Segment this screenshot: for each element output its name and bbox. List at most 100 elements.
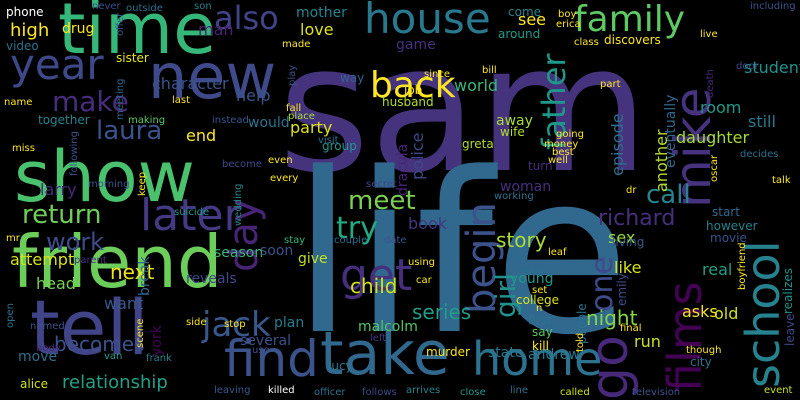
word-cloud-word: morning <box>88 179 130 190</box>
word-cloud-word: well <box>548 155 568 166</box>
word-cloud-word: decides <box>740 149 779 160</box>
word-cloud-word: instead <box>212 115 249 126</box>
word-cloud-word: television <box>632 387 681 398</box>
word-cloud-word: later <box>140 190 242 241</box>
word-cloud-word: alice <box>20 377 49 391</box>
word-cloud-word: away <box>496 113 533 129</box>
word-cloud-word: see <box>518 10 547 29</box>
word-cloud-word: police <box>408 132 427 180</box>
word-cloud-word: money <box>544 139 579 150</box>
word-cloud-word: room <box>700 98 742 117</box>
word-cloud-word: wedding <box>233 183 244 227</box>
word-cloud-word: life <box>292 126 631 384</box>
word-cloud-word: name <box>4 97 33 108</box>
word-cloud-word: couple <box>334 235 368 246</box>
word-cloud-word: stay <box>284 235 306 246</box>
word-cloud-word: young <box>510 271 554 287</box>
word-cloud-word: help <box>236 86 271 105</box>
word-cloud-word: several <box>240 333 292 349</box>
word-cloud-word: want <box>104 294 144 313</box>
word-cloud-word: run <box>634 332 661 351</box>
word-cloud-word: together <box>38 113 90 127</box>
word-cloud-word: outside <box>126 3 163 14</box>
word-cloud-word: high <box>10 20 50 41</box>
word-cloud-word: job <box>404 83 423 97</box>
word-cloud-word: make <box>52 85 129 118</box>
word-cloud-word: series <box>412 300 472 324</box>
word-cloud-word: set <box>532 285 548 296</box>
word-cloud-word: richard <box>598 206 676 231</box>
word-cloud-word: sister <box>116 51 149 65</box>
word-cloud-word: realizes <box>781 267 795 314</box>
word-cloud-word: reveals <box>186 271 237 287</box>
word-cloud-word: state <box>488 345 524 361</box>
word-cloud-word: show <box>14 136 195 218</box>
word-cloud-word: new <box>148 40 277 113</box>
word-cloud-word: though <box>686 345 722 356</box>
word-cloud-word: boyfriend <box>737 242 748 290</box>
word-cloud-word: come <box>508 5 542 19</box>
word-cloud-word: malcolm <box>358 319 418 335</box>
word-cloud-word: story <box>496 228 547 252</box>
word-cloud-word: asks <box>682 302 718 321</box>
word-cloud-word: follows <box>362 387 397 398</box>
word-cloud-word: dracula <box>395 143 411 196</box>
word-cloud-word: head <box>36 274 76 293</box>
word-cloud-word: use <box>252 345 270 356</box>
word-cloud-word: laura <box>96 116 163 146</box>
word-cloud-word: oscar <box>709 154 720 182</box>
word-cloud-word: going <box>556 129 584 140</box>
word-cloud-word: murder <box>426 345 470 359</box>
word-cloud-word: stop <box>224 319 246 330</box>
word-cloud-word: named <box>30 321 65 332</box>
word-cloud-word: next <box>110 260 155 284</box>
word-cloud-word: find <box>224 330 319 388</box>
word-cloud-word: body <box>36 343 61 354</box>
word-cloud-word: group <box>322 139 357 153</box>
word-cloud-word: making <box>128 115 166 126</box>
word-cloud-word: sam <box>278 7 649 212</box>
word-cloud-word: place <box>288 111 315 122</box>
word-cloud-word: meeting <box>115 78 126 120</box>
word-cloud-word: world <box>454 76 499 95</box>
word-cloud-word: house <box>364 0 491 43</box>
word-cloud-word: lucy <box>328 359 353 373</box>
word-cloud-word: scene <box>135 318 146 348</box>
word-cloud-word: first <box>528 313 552 327</box>
word-cloud-word: secret <box>366 179 397 190</box>
word-cloud-word: son <box>194 1 212 12</box>
word-cloud-word: wife <box>500 125 525 139</box>
word-cloud-word: class <box>574 37 599 48</box>
word-cloud-word: turn <box>528 159 553 173</box>
word-cloud-word: movie <box>710 231 747 245</box>
word-cloud-word: made <box>282 39 311 50</box>
word-cloud-word: family <box>574 0 686 40</box>
word-cloud-word: return <box>22 200 102 230</box>
word-cloud-word: time <box>58 0 217 70</box>
word-cloud-word: miss <box>12 143 35 154</box>
word-cloud-word: drug <box>62 21 95 37</box>
word-cloud-word: meet <box>348 186 416 216</box>
word-cloud-word: officer <box>314 387 346 398</box>
word-cloud-word: n <box>536 303 543 314</box>
word-cloud-word: close <box>460 387 486 398</box>
word-cloud-word: old <box>714 304 739 323</box>
word-cloud-word: work <box>46 228 105 256</box>
word-cloud-word: bill <box>482 65 497 76</box>
word-cloud-word: night <box>586 306 638 330</box>
word-cloud-word: relationship <box>62 372 168 393</box>
word-cloud-word: films <box>658 281 712 392</box>
word-cloud-word: death <box>705 69 716 98</box>
word-cloud-word: even <box>268 155 293 166</box>
word-cloud-word: side <box>186 317 207 328</box>
word-cloud-word: fall <box>286 103 302 114</box>
word-cloud-word: love <box>300 20 334 39</box>
word-cloud-word: tell <box>30 283 149 372</box>
word-cloud-word: man <box>198 20 234 39</box>
word-cloud-word: left <box>370 333 387 344</box>
word-cloud-word: erica <box>556 19 581 30</box>
word-cloud-word: friend <box>12 220 223 304</box>
word-cloud-word: daughter <box>676 128 750 147</box>
word-cloud-word: open <box>5 303 16 328</box>
word-cloud-word: killed <box>268 385 295 396</box>
